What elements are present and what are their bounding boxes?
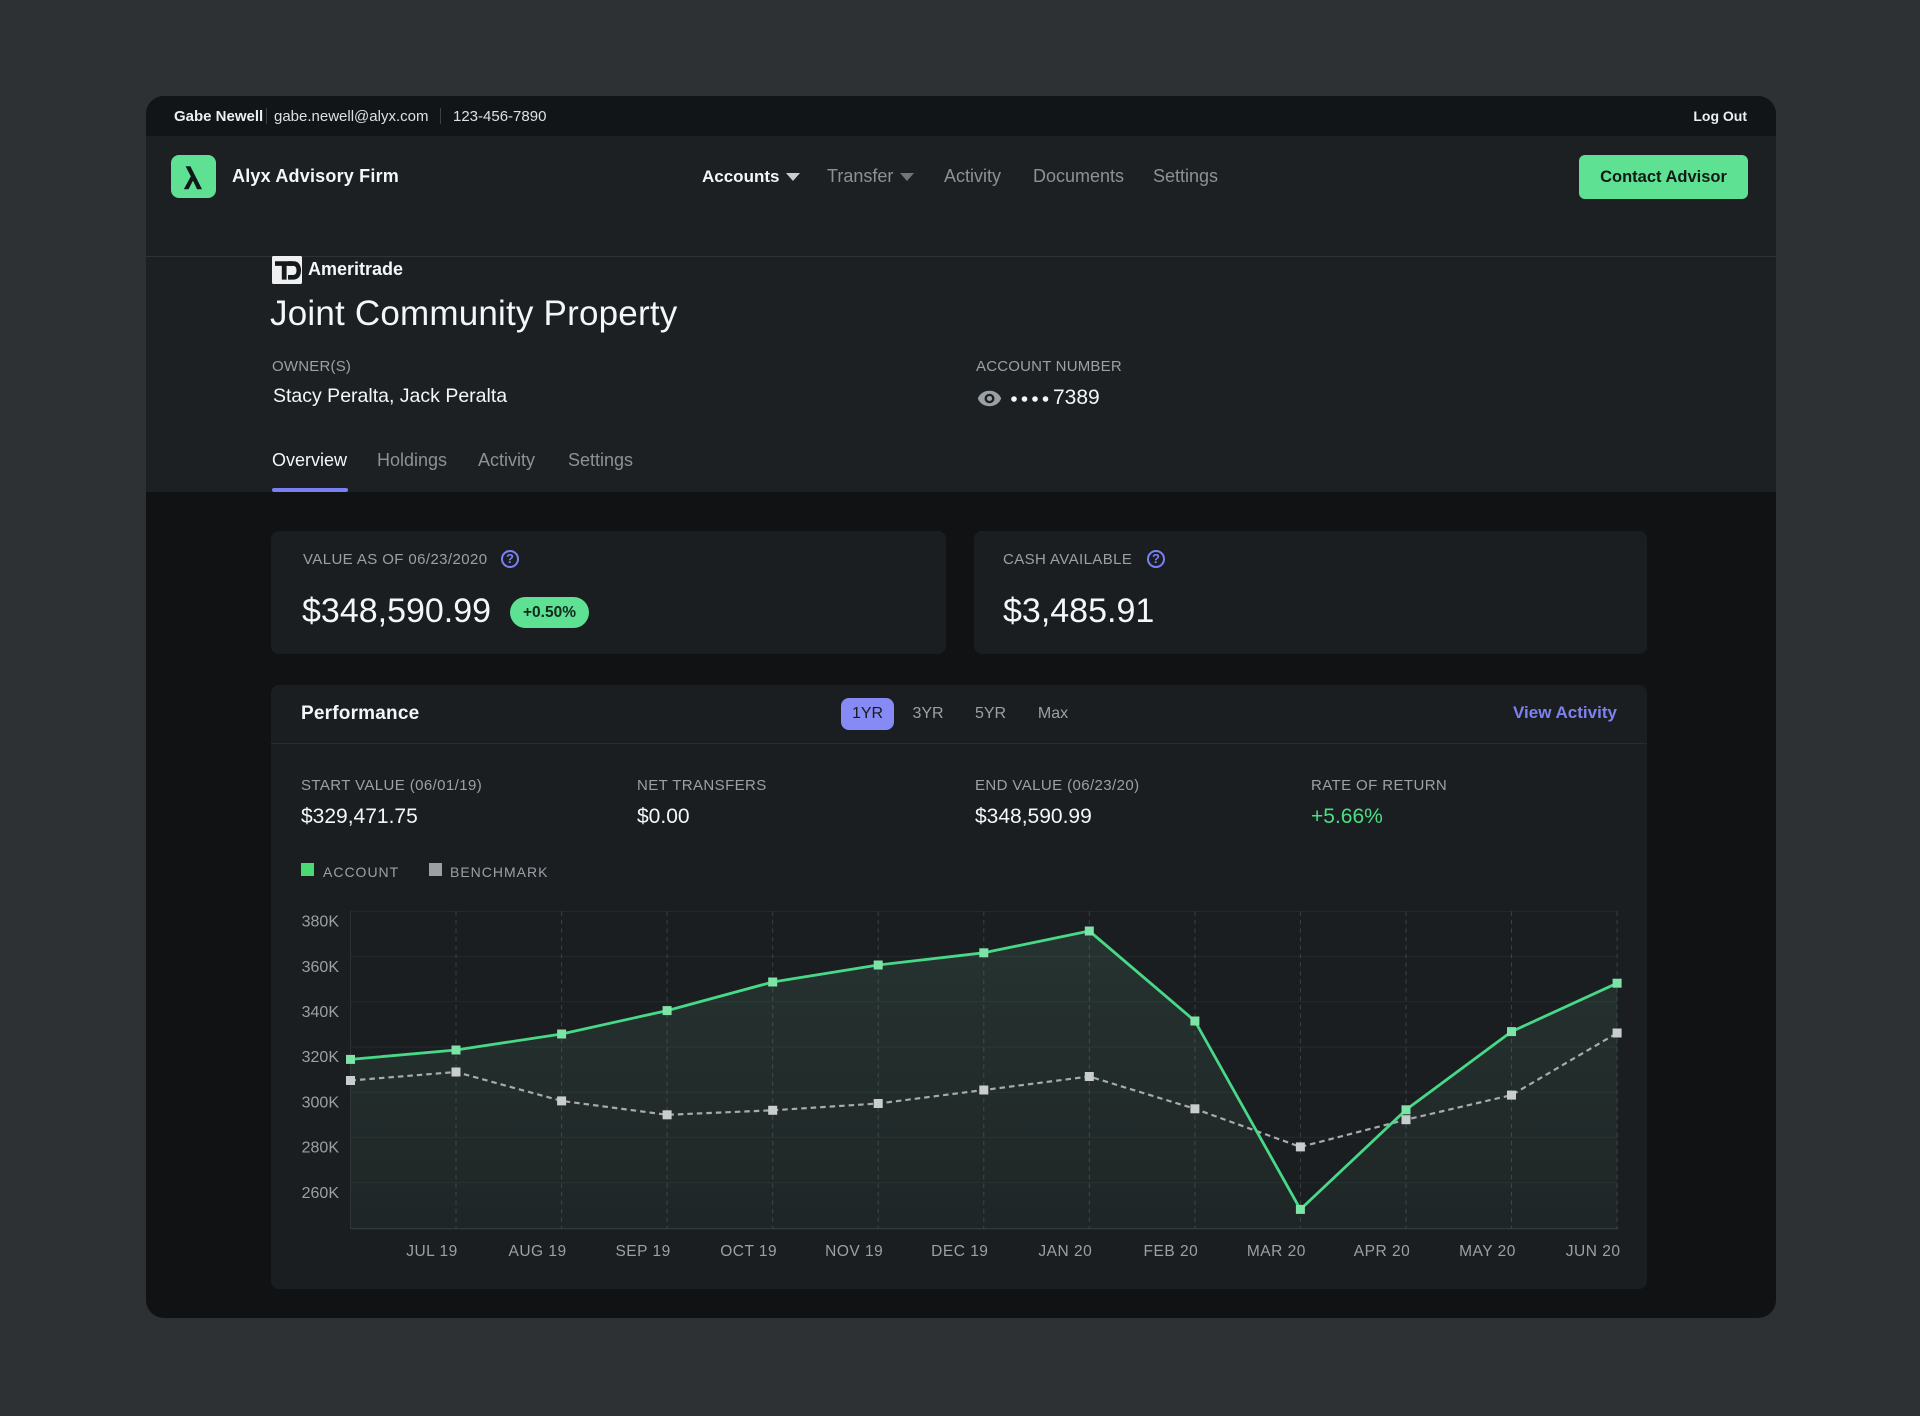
svg-text:NOV 19: NOV 19: [825, 1243, 883, 1260]
svg-text:AUG 19: AUG 19: [509, 1243, 567, 1260]
svg-text:300K: 300K: [302, 1094, 340, 1111]
svg-text:340K: 340K: [302, 1004, 340, 1021]
svg-text:360K: 360K: [302, 959, 340, 976]
svg-text:OCT 19: OCT 19: [720, 1243, 777, 1260]
svg-text:320K: 320K: [302, 1049, 340, 1066]
svg-text:MAY 20: MAY 20: [1459, 1243, 1516, 1260]
svg-text:260K: 260K: [302, 1185, 340, 1202]
svg-text:APR 20: APR 20: [1354, 1243, 1410, 1260]
svg-text:SEP 19: SEP 19: [615, 1243, 670, 1260]
svg-text:280K: 280K: [302, 1140, 340, 1157]
svg-text:FEB 20: FEB 20: [1144, 1243, 1199, 1260]
svg-text:DEC 19: DEC 19: [931, 1243, 988, 1260]
svg-text:380K: 380K: [302, 914, 340, 931]
svg-text:JAN 20: JAN 20: [1038, 1243, 1092, 1260]
svg-text:JUL 19: JUL 19: [406, 1243, 458, 1260]
svg-text:MAR 20: MAR 20: [1247, 1243, 1306, 1260]
svg-text:JUN 20: JUN 20: [1566, 1243, 1621, 1260]
